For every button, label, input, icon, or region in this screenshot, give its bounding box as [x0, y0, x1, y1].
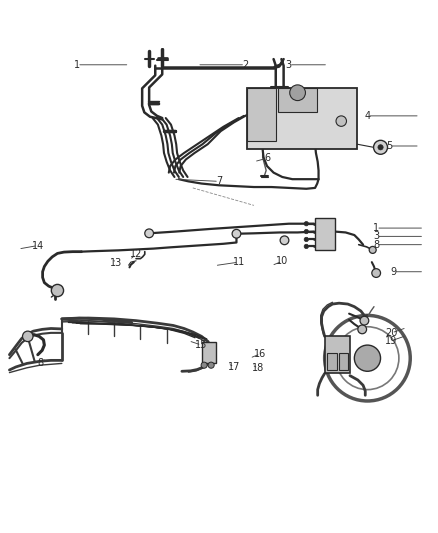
Text: 3: 3: [373, 231, 379, 241]
Text: 8: 8: [373, 240, 379, 249]
Circle shape: [145, 229, 153, 238]
Circle shape: [304, 229, 308, 234]
Circle shape: [304, 244, 308, 248]
Text: 8: 8: [37, 358, 43, 368]
Text: 17: 17: [228, 362, 240, 372]
Circle shape: [280, 236, 289, 245]
Circle shape: [208, 362, 214, 368]
Bar: [325, 336, 350, 374]
Text: 9: 9: [391, 266, 397, 277]
Bar: [339, 353, 348, 370]
Circle shape: [304, 237, 308, 241]
Text: 16: 16: [254, 349, 267, 359]
Text: 13: 13: [110, 258, 123, 268]
Text: 3: 3: [286, 60, 292, 70]
Text: 12: 12: [130, 249, 142, 259]
Circle shape: [378, 144, 383, 150]
Text: 7: 7: [216, 176, 222, 187]
Text: 6: 6: [264, 153, 270, 163]
Text: 19: 19: [385, 336, 398, 346]
Bar: [327, 353, 337, 370]
Text: 2: 2: [242, 60, 248, 70]
Circle shape: [201, 362, 207, 368]
Text: 14: 14: [32, 240, 44, 251]
Text: 20: 20: [385, 328, 398, 338]
Circle shape: [336, 116, 346, 126]
Bar: [315, 219, 335, 250]
Text: 1: 1: [373, 223, 379, 233]
Text: 4: 4: [364, 111, 371, 121]
Circle shape: [372, 269, 381, 277]
Bar: [247, 88, 357, 149]
Text: 18: 18: [252, 363, 265, 373]
Bar: [201, 342, 215, 364]
Circle shape: [369, 246, 376, 253]
Circle shape: [358, 325, 367, 334]
Circle shape: [354, 345, 381, 372]
Circle shape: [304, 222, 308, 226]
Bar: [247, 88, 276, 141]
Circle shape: [360, 316, 369, 325]
Circle shape: [51, 285, 64, 297]
Text: 1: 1: [74, 60, 80, 70]
Circle shape: [374, 140, 388, 154]
Circle shape: [232, 229, 241, 238]
Text: 5: 5: [386, 141, 392, 151]
Text: 11: 11: [233, 257, 245, 267]
Circle shape: [22, 331, 33, 342]
Bar: [278, 88, 317, 112]
Text: 10: 10: [276, 256, 289, 266]
Text: 15: 15: [195, 340, 208, 350]
Circle shape: [290, 85, 305, 101]
